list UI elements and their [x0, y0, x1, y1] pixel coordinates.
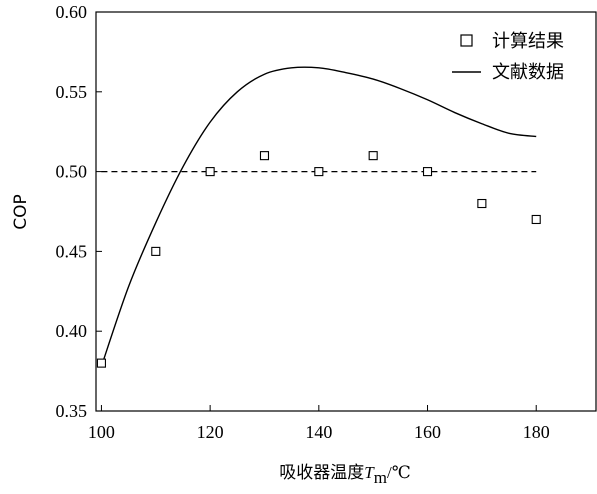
y-tick-label: 0.50 [56, 162, 88, 182]
x-tick-label: 100 [88, 422, 115, 442]
x-axis-label: 吸收器温度Tm/℃ [279, 463, 410, 487]
x-axis-label-sub: m [374, 468, 387, 487]
x-tick-label: 180 [523, 422, 550, 442]
data-point-calculated [314, 167, 324, 177]
y-tick-label: 0.40 [56, 321, 88, 341]
y-tick-label: 0.45 [56, 241, 88, 261]
x-tick-label: 140 [305, 422, 332, 442]
x-axis-label-var: T [364, 463, 375, 482]
y-tick-label: 0.60 [56, 2, 88, 22]
data-point-calculated [96, 358, 106, 368]
x-ticks: 100 120 140 160 180 [88, 405, 550, 442]
y-axis-label: COP [11, 194, 31, 230]
legend-label-literature: 文献数据 [492, 62, 564, 83]
plot-frame [95, 11, 597, 412]
x-axis-label-prefix: 吸收器温度 [279, 463, 364, 483]
data-point-calculated [422, 167, 433, 177]
x-tick-label: 160 [414, 422, 441, 442]
data-point-calculated [477, 198, 487, 209]
legend-marker-calculated [460, 34, 473, 47]
legend-label-calculated: 计算结果 [492, 31, 564, 52]
legend: 计算结果 文献数据 [452, 31, 564, 83]
data-point-calculated [205, 167, 215, 177]
data-point-calculated [531, 214, 541, 225]
data-point-calculated [151, 246, 161, 256]
y-tick-label: 0.55 [56, 82, 88, 102]
series-line-literature [100, 66, 537, 367]
y-ticks: 0.35 0.40 0.45 0.50 0.55 0.60 [56, 2, 102, 421]
y-tick-label: 0.35 [56, 401, 88, 421]
data-point-calculated [259, 151, 270, 161]
x-tick-label: 120 [197, 422, 224, 442]
series-markers-calculated [96, 151, 541, 368]
x-axis-label-unit: /℃ [387, 463, 411, 482]
data-point-calculated [368, 151, 378, 161]
